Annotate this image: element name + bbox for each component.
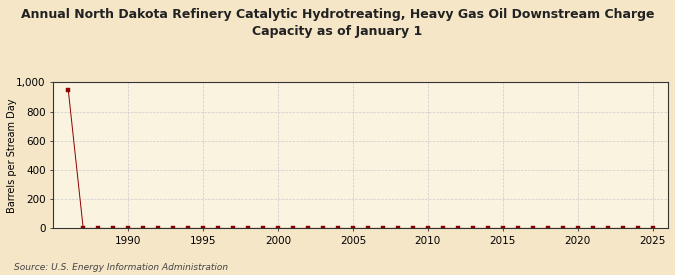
- Text: Annual North Dakota Refinery Catalytic Hydrotreating, Heavy Gas Oil Downstream C: Annual North Dakota Refinery Catalytic H…: [21, 8, 654, 38]
- Text: Source: U.S. Energy Information Administration: Source: U.S. Energy Information Administ…: [14, 263, 227, 272]
- Y-axis label: Barrels per Stream Day: Barrels per Stream Day: [7, 98, 17, 213]
